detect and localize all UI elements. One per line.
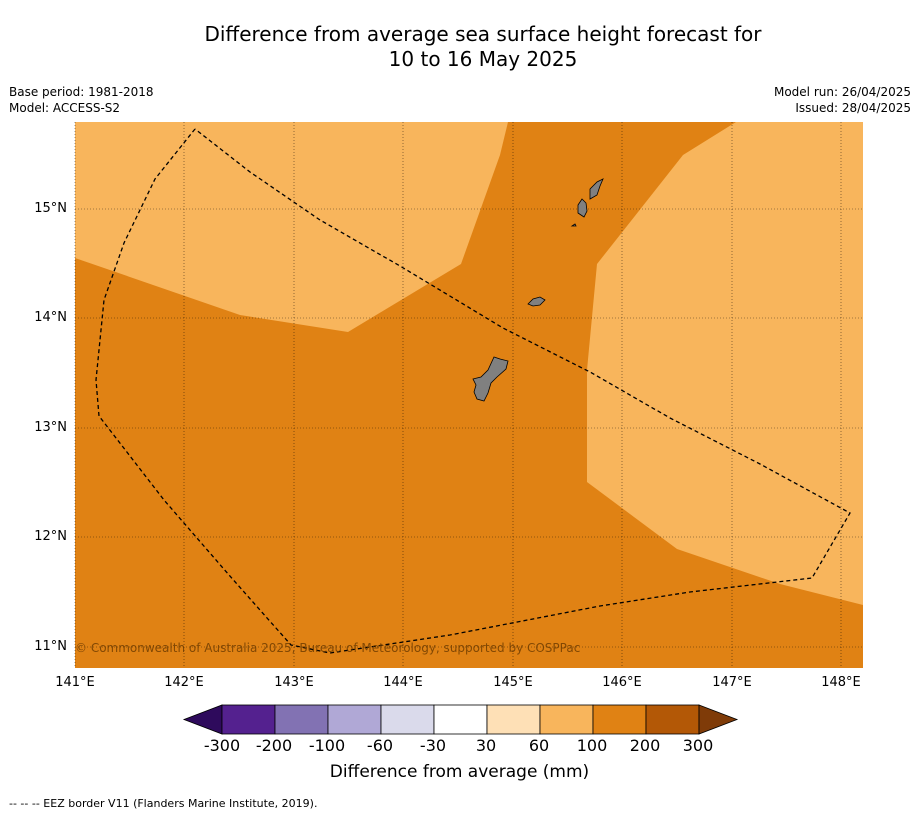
colorbar-segment xyxy=(274,704,329,735)
issued-text: Issued: 28/04/2025 xyxy=(795,101,911,115)
colorbar-segment xyxy=(221,704,276,735)
meta-left: Base period: 1981-2018 Model: ACCESS-S2 xyxy=(9,84,154,116)
gridlines xyxy=(74,122,863,668)
colorbar-tick: 60 xyxy=(528,736,550,755)
lon-label: 147°E xyxy=(712,675,752,690)
lon-label: 148°E xyxy=(821,675,861,690)
colorbar-segment xyxy=(433,704,488,735)
lat-label: 12°N xyxy=(34,529,67,544)
colorbar-tick: -30 xyxy=(419,736,447,755)
eez-border xyxy=(95,128,851,654)
colorbar-segment xyxy=(539,704,594,735)
colorbar-tick: -100 xyxy=(308,736,346,755)
islands xyxy=(472,178,604,402)
colorbar-extend-low xyxy=(182,704,223,735)
lon-label: 141°E xyxy=(55,675,95,690)
colorbar-tick: 30 xyxy=(475,736,497,755)
chart-title: Difference from average sea surface heig… xyxy=(0,22,919,72)
island-rota xyxy=(527,296,546,307)
lon-label: 143°E xyxy=(274,675,314,690)
colorbar-extend-high xyxy=(698,704,739,735)
colorbar-tick: 200 xyxy=(629,736,661,755)
island-aguijan xyxy=(570,223,577,227)
lat-label: 14°N xyxy=(34,310,67,325)
copyright-text: © Commonwealth of Australia 2025, Bureau… xyxy=(75,641,581,655)
title-line-1: Difference from average sea surface heig… xyxy=(204,22,762,46)
title-line-2: 10 to 16 May 2025 xyxy=(388,47,578,71)
colorbar-segment xyxy=(592,704,647,735)
colorbar-segment xyxy=(380,704,435,735)
meta-right: Model run: 26/04/2025 Issued: 28/04/2025 xyxy=(774,84,911,116)
island-tinian xyxy=(577,198,588,218)
colorbar-segment xyxy=(486,704,541,735)
colorbar-tick: -300 xyxy=(203,736,241,755)
lon-label: 142°E xyxy=(164,675,204,690)
eez-legend-note: -- -- -- EEZ border V11 (Flanders Marine… xyxy=(9,797,318,810)
lon-label: 146°E xyxy=(602,675,642,690)
contour-region-right xyxy=(587,122,863,605)
lon-label: 145°E xyxy=(493,675,533,690)
model-run-text: Model run: 26/04/2025 xyxy=(773,85,911,99)
colorbar-segment xyxy=(327,704,382,735)
colorbar-tick: -200 xyxy=(255,736,293,755)
lon-label: 144°E xyxy=(383,675,423,690)
lat-label: 15°N xyxy=(34,201,67,216)
colorbar xyxy=(182,704,739,735)
model-text: Model: ACCESS-S2 xyxy=(9,101,121,115)
colorbar-label: Difference from average (mm) xyxy=(329,762,590,782)
island-guam xyxy=(472,356,509,402)
colorbar-tick: 100 xyxy=(576,736,608,755)
colorbar-tick: -60 xyxy=(366,736,394,755)
contour-region-top-left xyxy=(75,122,508,332)
lat-label: 13°N xyxy=(34,420,67,435)
colorbar-segment xyxy=(645,704,700,735)
base-period-text: Base period: 1981-2018 xyxy=(9,85,154,99)
colorbar-tick: 300 xyxy=(682,736,714,755)
lat-label: 11°N xyxy=(34,639,67,654)
island-saipan xyxy=(589,178,604,200)
